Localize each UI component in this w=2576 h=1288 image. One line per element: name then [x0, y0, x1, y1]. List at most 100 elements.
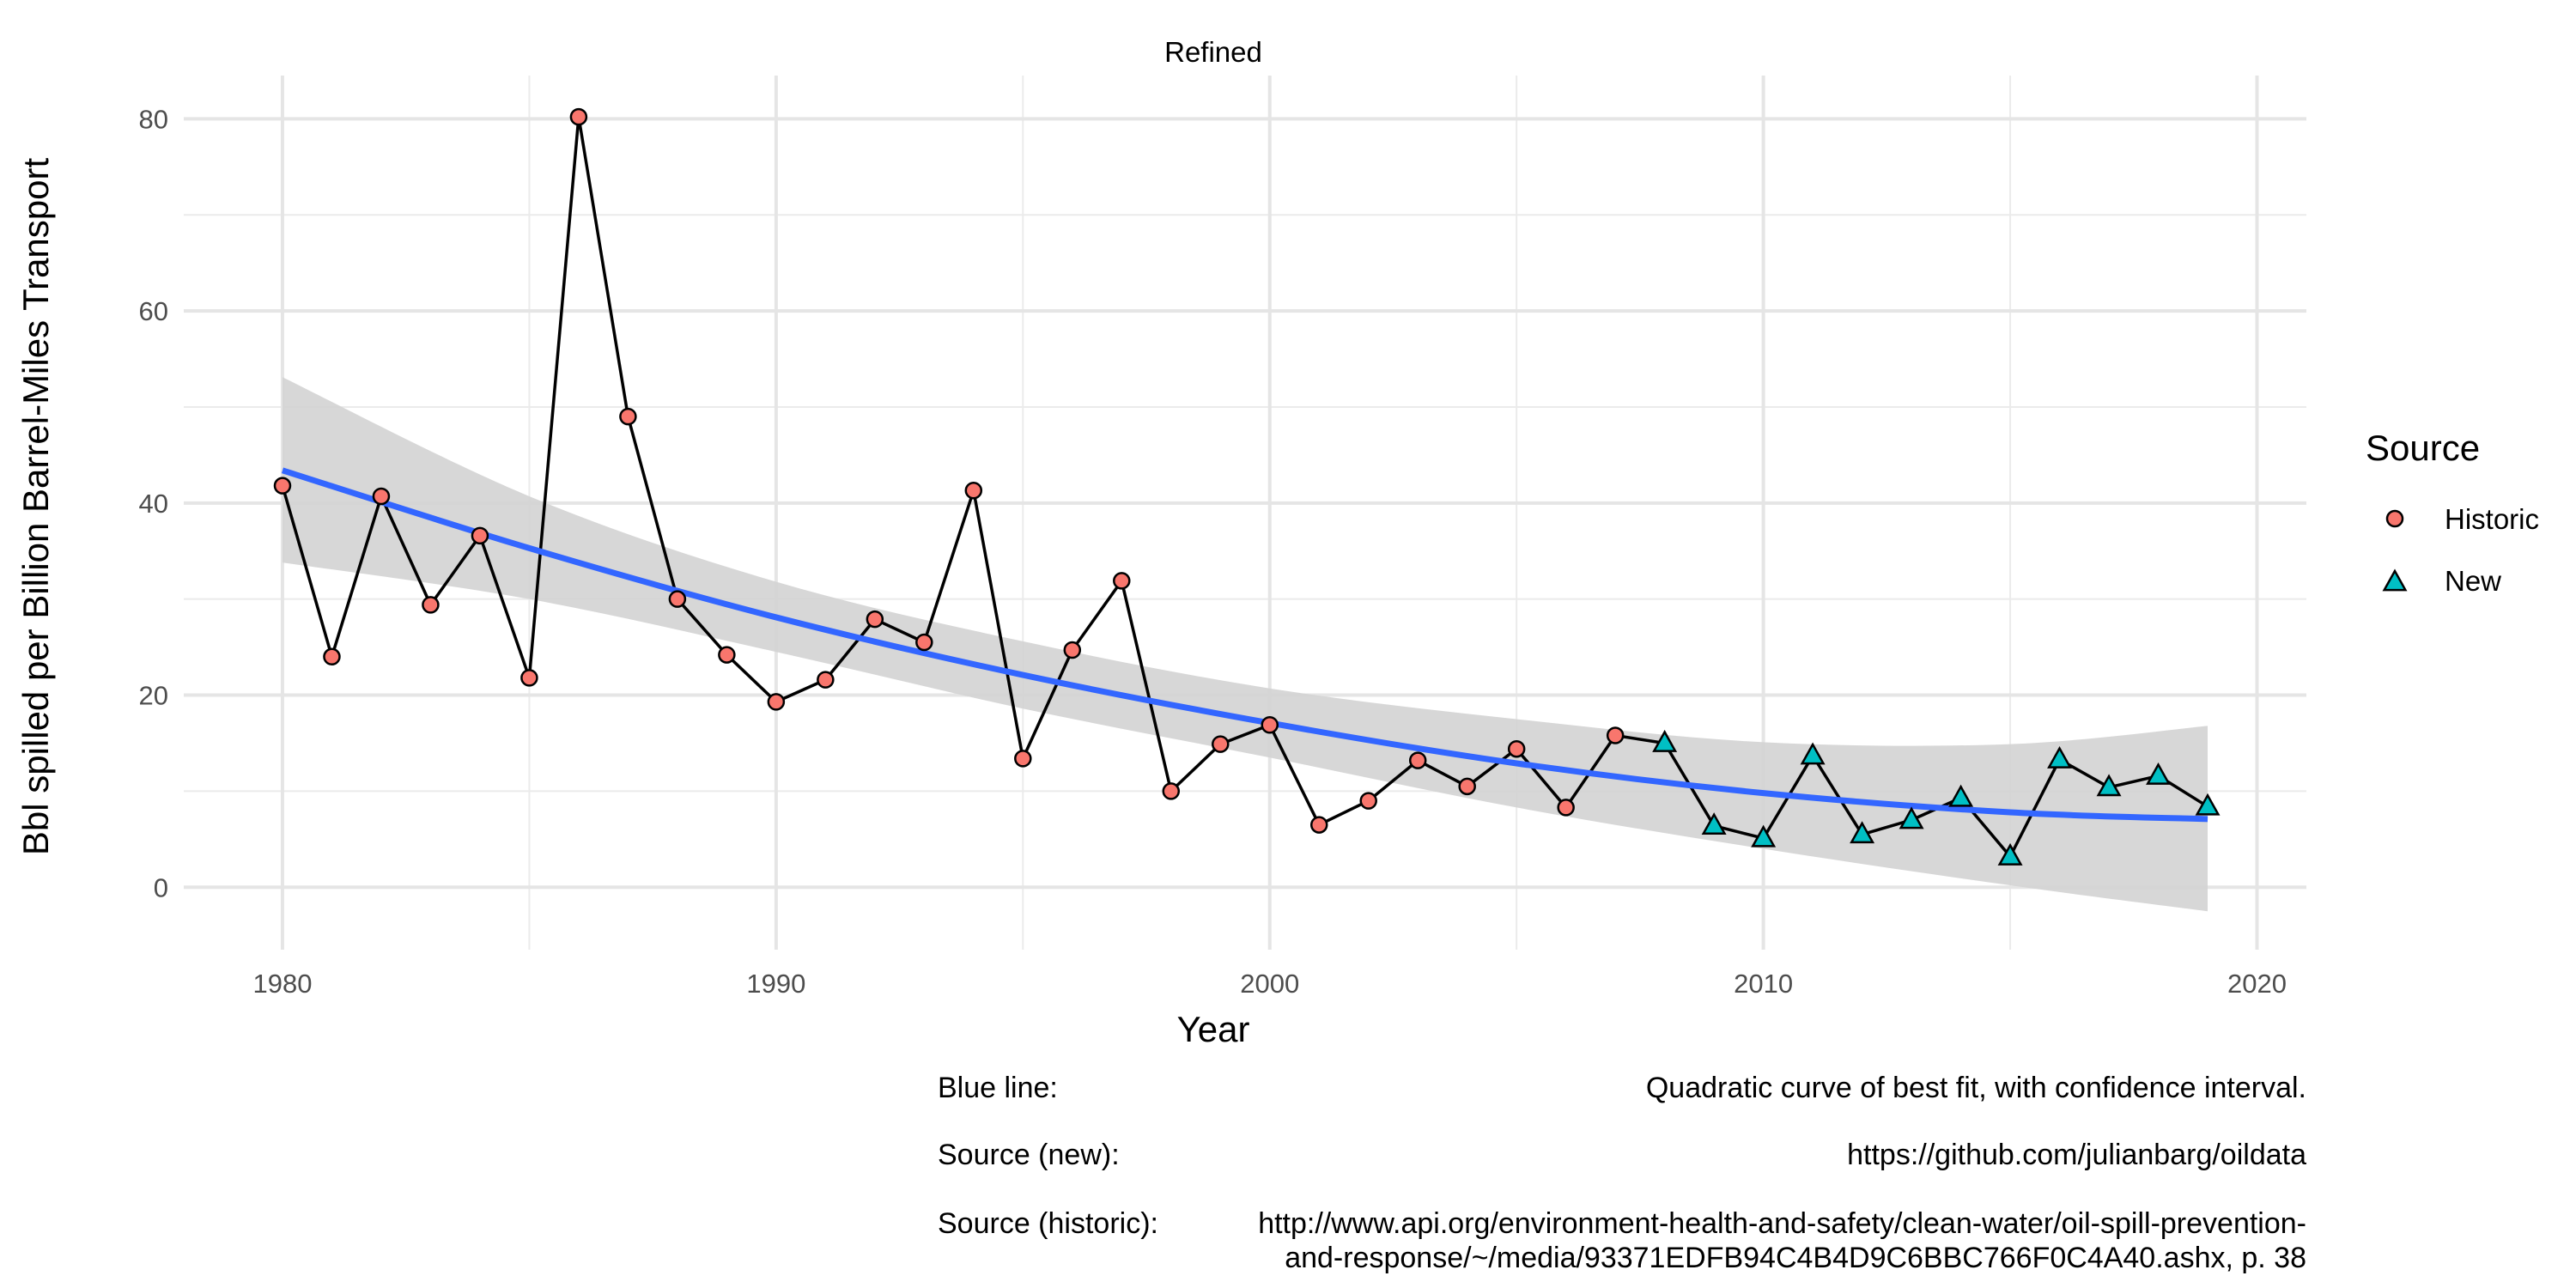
data-line-segment — [1515, 748, 1568, 809]
point-new — [2146, 762, 2172, 785]
y-tick-label: 40 — [139, 489, 168, 519]
point-new — [1652, 729, 1678, 752]
point-historic — [422, 596, 440, 614]
data-line-segment — [823, 618, 877, 681]
x-axis-ticks: 1980 1990 2000 2010 2020 — [252, 969, 2287, 999]
data-line-segment — [380, 495, 433, 606]
x-axis-title: Year — [1177, 1009, 1250, 1049]
data-line-segment — [1268, 724, 1321, 826]
point-new — [2096, 774, 2122, 797]
point-historic — [1557, 799, 1575, 817]
data-line-segment — [281, 485, 334, 658]
point-new — [1948, 784, 1974, 807]
data-line-segment — [478, 535, 532, 678]
legend: Source Historic New — [2366, 428, 2539, 597]
data-line-segment — [1120, 580, 1173, 792]
data-line-segment — [1071, 580, 1123, 651]
data-line-segment — [922, 489, 975, 643]
x-tick-label: 2000 — [1240, 969, 1299, 999]
point-historic — [1309, 816, 1328, 834]
y-tick-label: 20 — [139, 681, 168, 711]
point-historic — [668, 590, 687, 608]
caption-blue-line-text: Quadratic curve of best fit, with confid… — [1645, 1072, 2306, 1104]
point-new — [2195, 793, 2221, 816]
data-line-segment — [626, 416, 679, 600]
data-line-segment — [527, 116, 580, 678]
data-line-segment — [1811, 755, 1864, 835]
data-line-segment — [874, 617, 926, 644]
legend-key-new — [2382, 568, 2408, 592]
caption-source-historic-link-1[interactable]: http://www.api.org/environment-health-an… — [1258, 1207, 2306, 1240]
point-new — [1997, 842, 2023, 866]
point-historic — [1507, 739, 1526, 758]
y-tick-label: 60 — [139, 296, 168, 326]
chart-title: Refined — [1164, 36, 1262, 68]
point-historic — [817, 671, 835, 689]
point-historic — [1113, 572, 1131, 590]
point-historic — [1606, 726, 1625, 744]
point-historic — [1408, 751, 1427, 769]
point-historic — [471, 526, 489, 545]
data-line-segment — [1466, 747, 1518, 788]
y-axis-ticks: 0 20 40 60 80 — [139, 104, 168, 902]
data-line-segment — [1417, 759, 1468, 788]
point-historic — [866, 610, 884, 629]
y-axis-title: Bbl spilled per Billion Barrel-Miles Tra… — [15, 158, 56, 856]
point-historic — [569, 107, 588, 126]
point-historic — [1359, 792, 1377, 810]
point-historic — [1014, 750, 1032, 768]
data-line-segment — [1367, 759, 1419, 802]
point-historic — [964, 482, 983, 500]
x-tick-label: 2020 — [2227, 969, 2287, 999]
legend-label: New — [2445, 565, 2501, 597]
x-tick-label: 1990 — [746, 969, 805, 999]
data-line-segment — [1219, 723, 1271, 746]
caption-source-historic-link-2[interactable]: and-response/~/media/93371EDFB94C4B4D9C6… — [1285, 1242, 2306, 1274]
confidence-band — [282, 377, 2208, 912]
point-historic — [1261, 715, 1279, 734]
point-historic — [520, 669, 538, 687]
data-line-segment — [330, 495, 383, 658]
data-points — [273, 107, 2221, 866]
point-new — [1751, 824, 1777, 848]
legend-key-historic — [2385, 509, 2404, 528]
point-historic — [1063, 641, 1082, 659]
data-line-segment — [429, 534, 482, 606]
caption-source-new-link[interactable]: https://github.com/julianbarg/oildata — [1847, 1139, 2306, 1171]
data-line-segment — [577, 116, 630, 417]
data-line-segment — [972, 489, 1025, 759]
data-line-segment — [775, 678, 827, 703]
point-new — [1701, 812, 1727, 835]
point-historic — [915, 633, 933, 652]
data-line-segment — [2008, 758, 2062, 858]
point-historic — [1162, 782, 1181, 800]
point-historic — [273, 477, 292, 495]
point-historic — [1212, 735, 1230, 753]
x-tick-label: 2010 — [1734, 969, 1793, 999]
point-historic — [372, 487, 391, 506]
point-historic — [619, 407, 637, 426]
point-new — [2047, 745, 2073, 769]
grid-major — [184, 76, 2306, 950]
data-line-segment — [1318, 799, 1370, 827]
data-line-segment — [1021, 649, 1074, 760]
point-new — [1899, 806, 1924, 829]
legend-title: Source — [2366, 428, 2480, 468]
point-historic — [1458, 777, 1476, 796]
point-new — [1850, 821, 1875, 844]
caption-blue-line-label: Blue line: — [938, 1072, 1058, 1104]
x-tick-label: 1980 — [252, 969, 312, 999]
point-historic — [323, 647, 341, 666]
data-line-segment — [726, 653, 778, 703]
caption-source-new-label: Source (new): — [938, 1139, 1120, 1171]
point-new — [1800, 742, 1826, 765]
point-historic — [718, 646, 736, 664]
legend-label: Historic — [2445, 503, 2539, 535]
y-tick-label: 0 — [154, 872, 168, 902]
data-line-segment — [1170, 743, 1222, 793]
point-historic — [767, 693, 786, 711]
data-line-segment — [676, 598, 728, 656]
caption-source-historic-label: Source (historic): — [938, 1207, 1158, 1240]
y-tick-label: 80 — [139, 104, 168, 134]
